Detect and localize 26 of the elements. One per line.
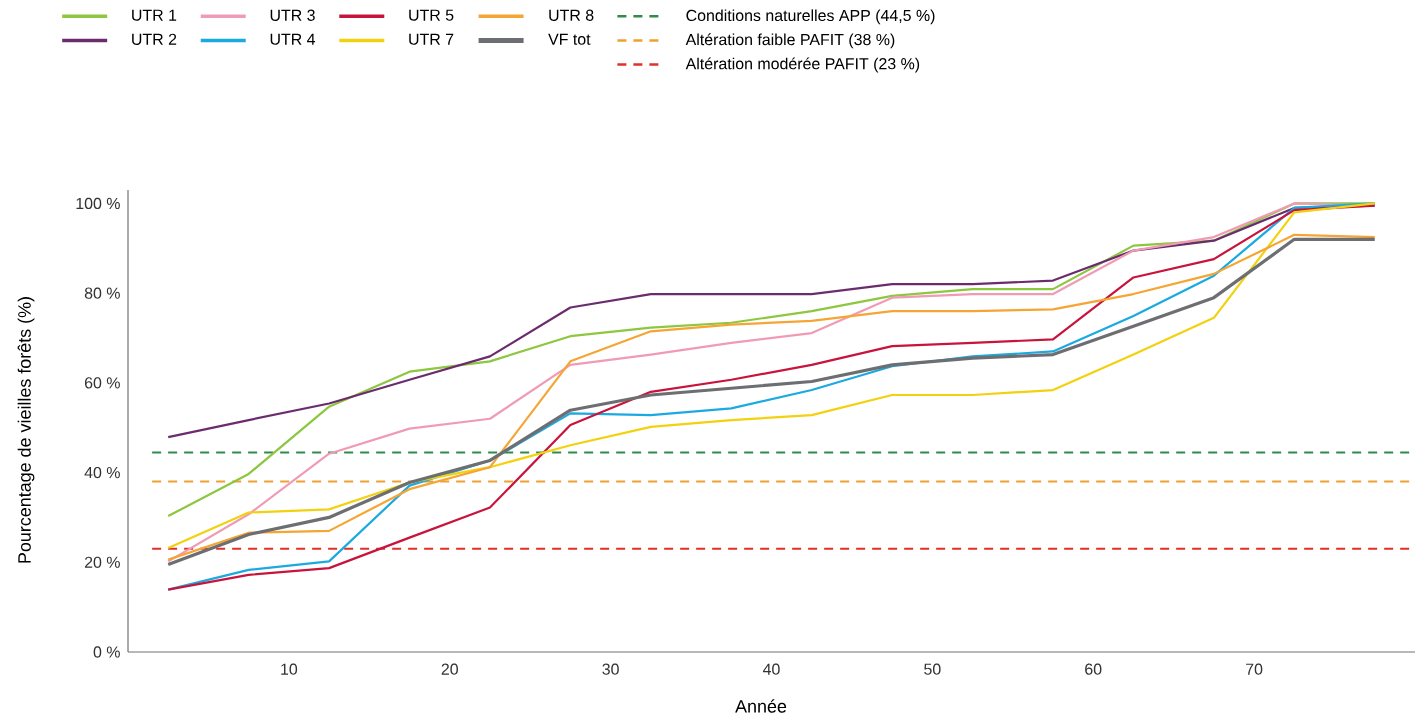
x-tick-label: 50 bbox=[924, 663, 941, 675]
y-tick-label: 80 % bbox=[84, 287, 120, 299]
x-tick-label: 10 bbox=[281, 663, 298, 675]
y-tick-label: 0 % bbox=[93, 646, 120, 658]
legend-label: Conditions naturelles APP (44,5 %) bbox=[686, 9, 935, 25]
x-axis-title: Année bbox=[735, 699, 787, 713]
x-tick-label: 30 bbox=[602, 663, 619, 675]
y-tick-label: 100 % bbox=[76, 197, 120, 210]
legend-label: UTR 2 bbox=[132, 33, 177, 45]
y-axis-title: Pourcentage de vieilles forêts (%) bbox=[17, 297, 35, 563]
legend-label: UTR 1 bbox=[132, 9, 177, 21]
y-tick-label: 40 % bbox=[84, 466, 120, 479]
x-tick-label: 20 bbox=[441, 663, 458, 675]
x-tick-label: 70 bbox=[1246, 663, 1263, 675]
legend-label: UTR 4 bbox=[270, 33, 316, 45]
legend-label: UTR 5 bbox=[409, 9, 454, 21]
x-tick-label: 40 bbox=[762, 663, 780, 675]
legend-label: UTR 7 bbox=[409, 33, 454, 45]
legend-label: UTR 3 bbox=[270, 9, 315, 21]
legend-label: UTR 8 bbox=[549, 9, 594, 21]
y-tick-label: 20 % bbox=[84, 556, 120, 568]
y-tick-label: 60 % bbox=[84, 377, 120, 389]
legend-label: VF tot bbox=[548, 33, 591, 45]
legend-label: Altération modérée PAFIT (23 %) bbox=[685, 57, 920, 73]
legend-label: Altération faible PAFIT (38 %) bbox=[685, 33, 895, 49]
x-tick-label: 60 bbox=[1085, 663, 1102, 675]
